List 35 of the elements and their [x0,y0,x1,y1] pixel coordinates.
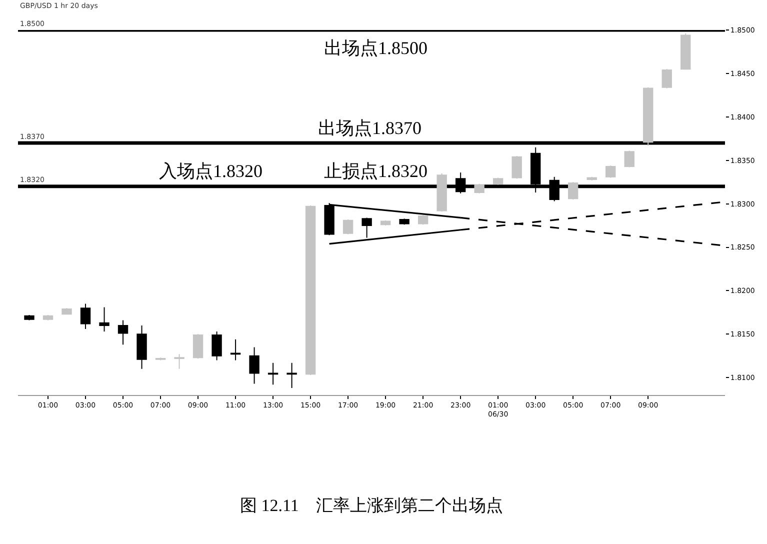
candlestick [643,86,654,146]
annotation: 止损点1.8320 [324,161,428,181]
candlestick [212,331,222,361]
candlestick [474,183,484,194]
candlestick [118,320,128,346]
candlestick [399,218,410,226]
annotation: 入场点1.8320 [159,161,262,181]
candlestick [42,314,54,321]
candlestick [174,354,184,370]
annotation: 出场点1.8500 [324,38,428,58]
candlestick [492,177,504,186]
candlestick [305,205,316,376]
candlestick [286,362,297,389]
candlestick [62,308,72,315]
candlestick [586,176,597,181]
annotation: 出场点1.8370 [318,118,422,138]
candlestick [418,214,428,226]
candlestick [624,150,634,168]
candlestick [136,324,147,370]
candlestick [662,68,672,89]
candlestick [230,338,241,361]
candlestick [99,306,110,332]
candlestick [606,165,616,178]
candlestick [436,172,447,212]
candlestick [380,220,391,226]
candlestick [680,32,691,70]
caption: 图 12.11 汇率上涨到第二个出场点 [240,496,503,515]
candlestick [192,334,204,359]
candlestick [512,156,522,180]
candlestick [80,303,91,330]
candlestick [24,314,34,321]
candlestick [342,218,354,235]
candlestick [249,346,260,384]
candlestick [268,362,278,386]
candlestick [568,182,578,200]
